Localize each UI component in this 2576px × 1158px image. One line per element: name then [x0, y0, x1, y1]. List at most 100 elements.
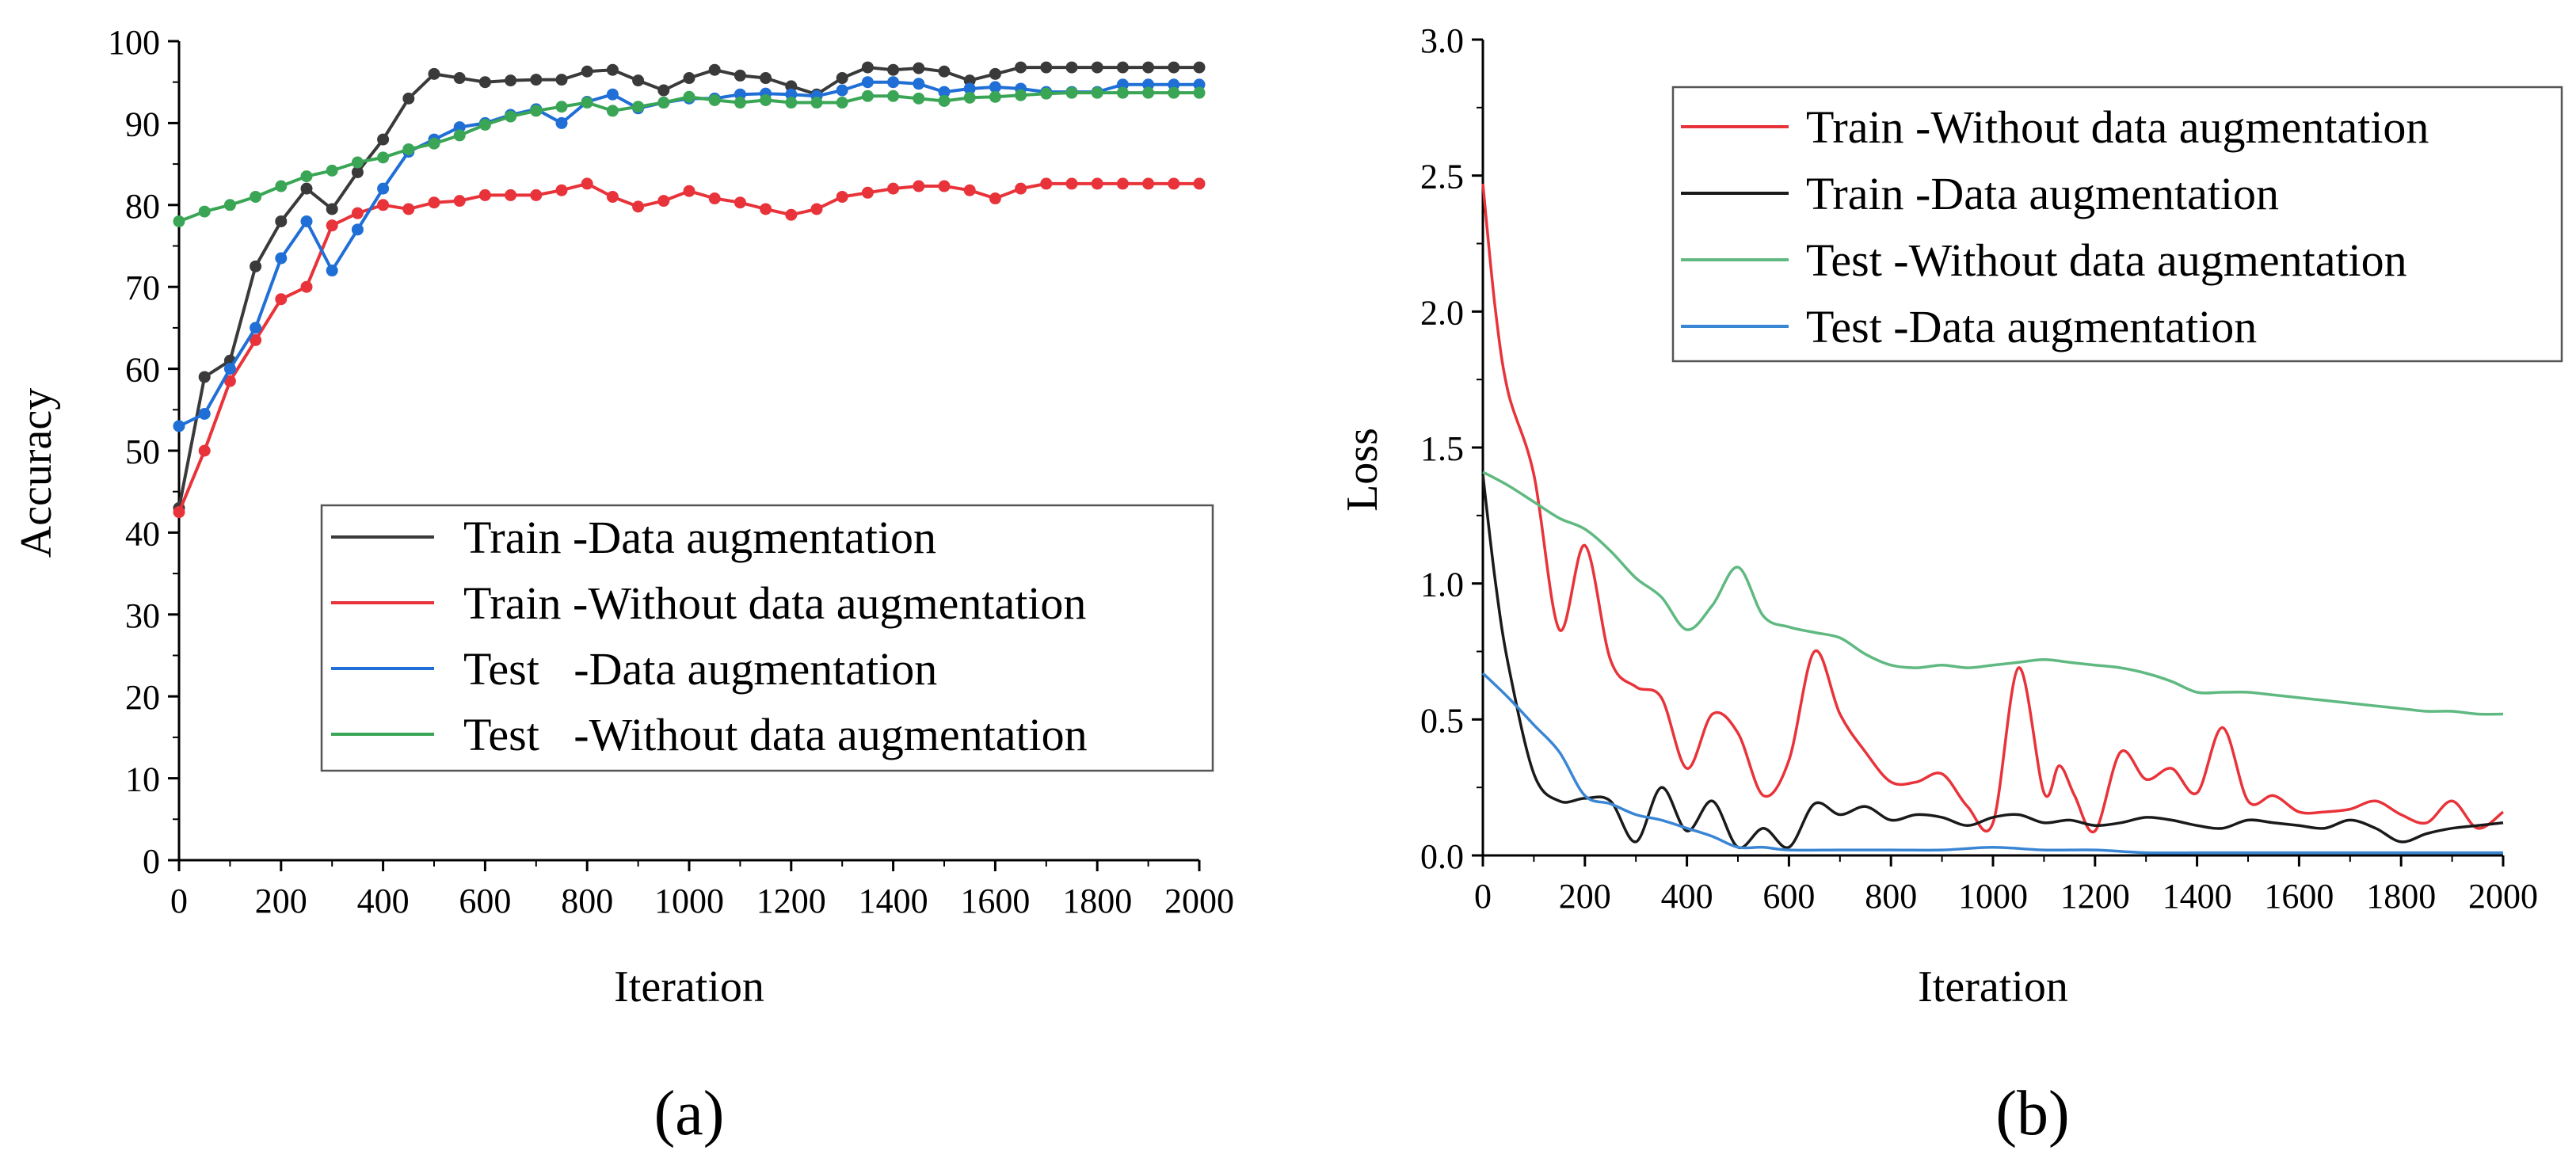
x-tick-label: 800 [561, 882, 613, 920]
x-tick-label: 600 [459, 882, 511, 920]
data-point [913, 92, 925, 105]
data-point [1091, 61, 1103, 74]
data-point [989, 81, 1001, 93]
data-point [173, 506, 185, 519]
data-point [963, 91, 976, 104]
data-point [198, 407, 211, 420]
data-point [275, 293, 288, 306]
legend-label: Test -Without data augmentation [1806, 234, 2407, 286]
x-tick-label: 2000 [1164, 882, 1234, 920]
data-point [734, 196, 746, 209]
y-axis-title: Loss [1338, 428, 1387, 512]
y-tick-label: 90 [125, 105, 160, 143]
x-tick-label: 600 [1762, 877, 1815, 916]
series-line-3 [178, 91, 1199, 223]
data-point [555, 116, 568, 129]
data-point [1116, 61, 1129, 74]
series-line-2 [178, 80, 1199, 428]
y-tick-label: 30 [125, 596, 160, 635]
data-point [428, 137, 440, 150]
y-tick-label: 40 [125, 514, 160, 553]
data-point [861, 76, 874, 89]
data-point [581, 65, 593, 78]
data-point [530, 105, 543, 117]
data-point [555, 184, 568, 196]
data-point [453, 121, 466, 134]
data-point [785, 80, 798, 93]
data-point [708, 63, 721, 76]
data-point [223, 363, 236, 375]
x-tick-label: 1000 [1958, 877, 2028, 916]
data-point [453, 195, 466, 208]
x-tick-label: 1600 [960, 882, 1030, 920]
data-point [351, 207, 364, 219]
x-tick-label: 1000 [654, 882, 724, 920]
series-line-0 [177, 66, 1199, 509]
x-tick-label: 800 [1865, 877, 1917, 916]
data-point [963, 82, 976, 95]
data-point [785, 97, 798, 109]
data-point [275, 180, 288, 192]
data-point [1168, 78, 1180, 91]
y-tick-label: 3.0 [1420, 21, 1464, 60]
data-point [913, 180, 925, 192]
y-tick-label: 60 [125, 351, 160, 390]
data-point [657, 97, 670, 109]
data-point [887, 90, 900, 102]
data-point [377, 182, 390, 195]
y-tick-label: 1.0 [1420, 566, 1464, 604]
y-tick-label: 70 [125, 269, 160, 307]
data-point [223, 375, 236, 387]
data-point [351, 223, 364, 236]
legend-label: Test -Data augmentation [1806, 301, 2257, 352]
data-point [223, 199, 236, 211]
data-point [173, 215, 185, 227]
legend-label: Train -Without data augmentation [463, 577, 1086, 629]
x-tick-label: 0 [1474, 877, 1492, 916]
x-axis-title: Iteration [614, 962, 764, 1011]
data-point [760, 72, 772, 85]
legend-label: Train -Data augmentation [1806, 168, 2279, 219]
y-tick-label: 2.5 [1420, 158, 1464, 196]
data-point [734, 88, 746, 101]
x-tick-label: 200 [1559, 877, 1611, 916]
data-point [377, 151, 390, 164]
data-point [1193, 61, 1206, 74]
data-point [1142, 61, 1155, 74]
data-point [734, 97, 746, 109]
data-point [505, 110, 517, 123]
data-point [300, 215, 313, 227]
data-point [1015, 89, 1027, 101]
data-point [1065, 177, 1078, 190]
data-point [1193, 78, 1206, 91]
series-line-2 [1482, 470, 2504, 716]
data-point [453, 129, 466, 142]
data-point [505, 189, 517, 201]
data-point [326, 203, 338, 215]
data-point [581, 177, 593, 190]
data-point [861, 186, 874, 199]
data-point [1168, 177, 1180, 190]
data-point [300, 170, 313, 183]
data-point [1040, 177, 1053, 190]
data-point [555, 101, 568, 113]
data-point [913, 78, 925, 90]
data-point [938, 86, 951, 98]
data-point [632, 74, 645, 87]
data-point [300, 182, 313, 195]
data-point [1116, 78, 1129, 91]
x-tick-label: 1200 [756, 882, 826, 920]
data-point [402, 92, 415, 105]
data-point [300, 280, 313, 293]
legend-label: Train -Without data augmentation [1806, 101, 2429, 153]
data-point [989, 90, 1001, 103]
x-axis-title: Iteration [1918, 962, 2068, 1011]
series-line-1 [1481, 474, 2504, 850]
data-point [1168, 86, 1180, 99]
y-tick-label: 100 [108, 23, 160, 62]
data-point [836, 190, 848, 203]
data-point [173, 420, 185, 432]
data-point [351, 156, 364, 169]
data-point [913, 62, 925, 74]
